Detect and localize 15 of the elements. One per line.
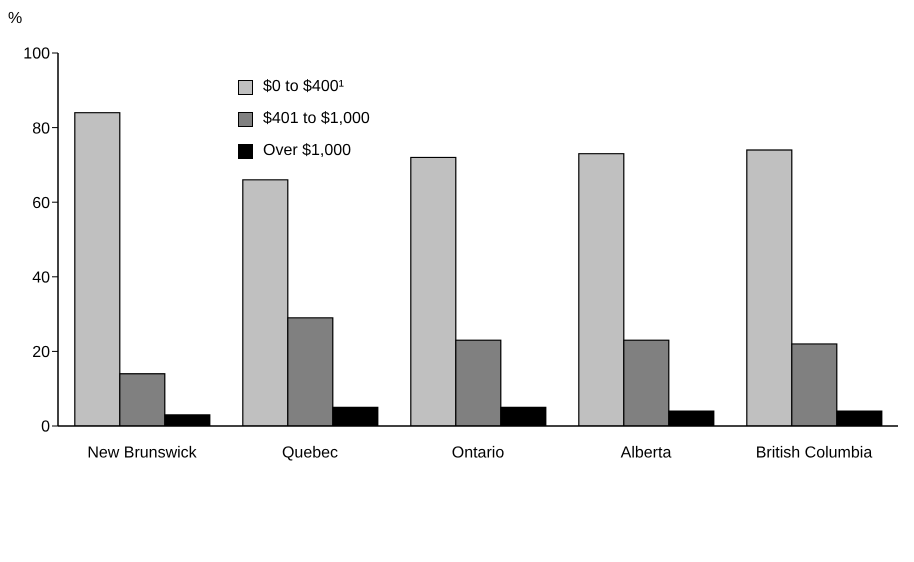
y-tick-label: 80	[32, 120, 50, 138]
y-axis-title: %	[8, 10, 22, 28]
y-tick-label: 40	[32, 269, 50, 286]
y-tick-label: 100	[23, 46, 50, 63]
y-tick-label: 60	[32, 194, 50, 212]
legend-label: $401 to $1,000	[263, 110, 370, 128]
legend-label: Over $1,000	[263, 142, 352, 160]
legend-label: $0 to $400¹	[263, 78, 344, 96]
y-tick-label: 0	[41, 418, 50, 436]
x-tick-label: Alberta	[620, 444, 672, 462]
y-tick-label: 20	[32, 344, 50, 362]
x-tick-label: New Brunswick	[87, 444, 198, 462]
x-tick-label: Ontario	[452, 444, 504, 462]
x-tick-label: Quebec	[282, 444, 338, 462]
x-tick-label: British Columbia	[756, 444, 872, 462]
